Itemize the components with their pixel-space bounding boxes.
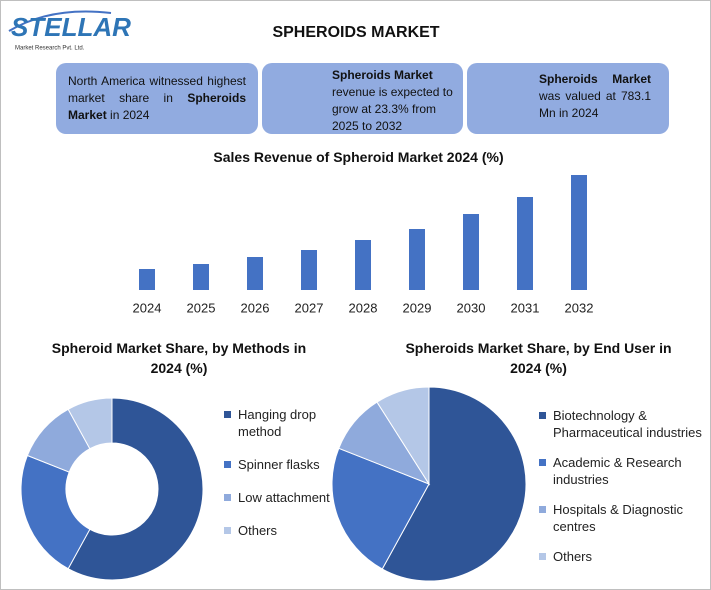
info-text: was valued at 783.1 Mn in 2024 bbox=[539, 89, 651, 120]
x-tick-label: 2028 bbox=[349, 300, 378, 315]
x-tick-label: 2031 bbox=[511, 300, 540, 315]
legend: Biotechnology & Pharmaceutical industrie… bbox=[539, 407, 707, 578]
legend-item: Hanging drop method bbox=[224, 406, 336, 440]
legend-item: Academic & Research industries bbox=[539, 454, 707, 488]
legend-swatch bbox=[539, 412, 546, 419]
x-tick-label: 2026 bbox=[241, 300, 270, 315]
chart-title: Spheroids Market Share, by End User in 2… bbox=[405, 340, 672, 376]
legend-item: Others bbox=[539, 548, 707, 565]
info-bold: Spheroids Market bbox=[332, 68, 433, 82]
slice bbox=[331, 447, 430, 570]
bar bbox=[301, 250, 317, 290]
legend-item: Low attachment bbox=[224, 489, 336, 506]
legend-swatch bbox=[224, 461, 231, 468]
legend-label: Others bbox=[238, 523, 278, 538]
bar bbox=[517, 197, 533, 290]
bar bbox=[409, 229, 425, 290]
slice bbox=[67, 397, 113, 450]
info-text: North America witnessed highest market s… bbox=[68, 74, 246, 105]
legend-item: Spinner flasks bbox=[224, 456, 336, 473]
legend-swatch bbox=[539, 553, 546, 560]
legend-swatch bbox=[224, 494, 231, 501]
legend-label: Spinner flasks bbox=[238, 457, 320, 472]
logo-tagline: Market Research Pvt. Ltd. bbox=[15, 46, 85, 52]
legend-label: Others bbox=[553, 549, 593, 564]
legend-item: Hospitals & Diagnostic centres bbox=[539, 501, 707, 535]
legend-swatch bbox=[539, 459, 546, 466]
info-bold: Spheroids Market bbox=[68, 91, 247, 122]
x-tick-label: 2024 bbox=[133, 300, 162, 315]
x-tick-label: 2030 bbox=[457, 300, 486, 315]
chart-title: Spheroid Market Share, by Methods in 202… bbox=[51, 340, 307, 376]
x-tick-label: 2025 bbox=[187, 300, 216, 315]
bar bbox=[355, 240, 371, 290]
slice bbox=[20, 454, 91, 570]
slice bbox=[376, 386, 430, 486]
legend-label: Low attachment bbox=[238, 490, 330, 505]
legend-swatch bbox=[539, 506, 546, 513]
x-tick-label: 2032 bbox=[565, 300, 594, 315]
info-text: revenue is expected to grow at 23.3% fro… bbox=[332, 85, 453, 133]
legend-label: Hospitals & Diagnostic centres bbox=[553, 502, 684, 534]
x-tick-label: 2029 bbox=[403, 300, 432, 315]
chart-title: Sales Revenue of Spheroid Market 2024 (%… bbox=[213, 149, 504, 165]
legend-label: Academic & Research industries bbox=[553, 455, 682, 487]
bar bbox=[463, 214, 479, 290]
logo-swoosh bbox=[8, 10, 112, 32]
x-tick-label: 2027 bbox=[295, 300, 324, 315]
bar bbox=[247, 257, 263, 290]
legend-swatch bbox=[224, 527, 231, 534]
bar bbox=[139, 269, 155, 290]
slice bbox=[67, 397, 204, 581]
legend-item: Others bbox=[224, 522, 336, 539]
legend-label: Biotechnology & Pharmaceutical industrie… bbox=[553, 408, 702, 440]
info-box: North America witnessed highest market s… bbox=[56, 63, 258, 134]
legend: Hanging drop method Spinner flasks Low att… bbox=[224, 406, 336, 555]
info-box: Spheroids Market was valued at 783.1 Mn … bbox=[467, 63, 669, 134]
bar bbox=[571, 175, 587, 290]
page-title: SPHEROIDS MARKET bbox=[272, 24, 439, 41]
info-bold: Spheroids Market bbox=[539, 72, 651, 86]
bar bbox=[193, 264, 209, 290]
logo: STELLAR bbox=[11, 12, 131, 42]
info-box: Spheroids Market revenue is expected to … bbox=[262, 63, 463, 134]
legend-swatch bbox=[224, 411, 231, 418]
legend-label: Hanging drop method bbox=[238, 407, 317, 439]
slice bbox=[381, 386, 527, 582]
legend-item: Biotechnology & Pharmaceutical industrie… bbox=[539, 407, 707, 441]
info-text: in 2024 bbox=[110, 108, 150, 122]
